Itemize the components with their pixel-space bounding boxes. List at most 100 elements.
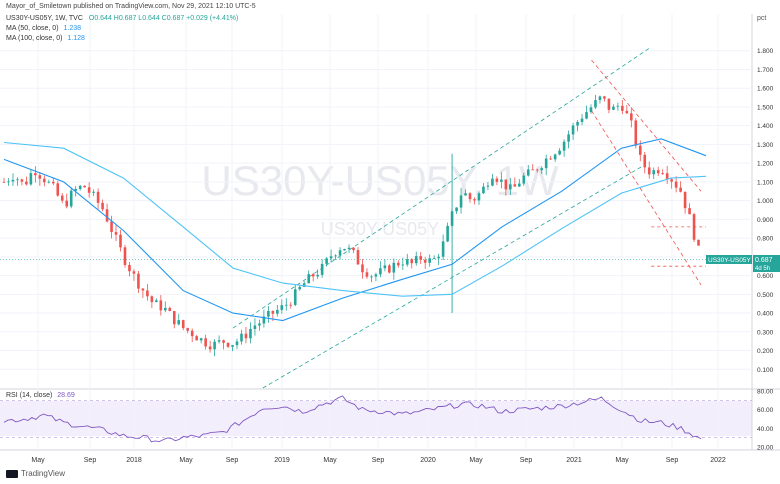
candle-body — [69, 190, 73, 207]
candle-body — [361, 264, 364, 273]
time-tick-label: 2018 — [126, 457, 142, 464]
candle-body — [289, 304, 293, 306]
candle-body — [374, 274, 378, 277]
candle-body — [432, 258, 436, 260]
candle-body — [204, 338, 207, 347]
candle-body — [177, 320, 181, 325]
time-tick-label: May — [615, 457, 629, 464]
candle-body — [280, 305, 284, 310]
rsi-band — [0, 401, 752, 436]
ma100-label: MA (100, close, 0) — [6, 35, 63, 42]
rsi-legend[interactable]: RSI (14, close) 28.69 — [6, 392, 75, 399]
ma50-value: 1.238 — [63, 25, 82, 32]
candle-body — [397, 262, 400, 266]
candle-body — [692, 214, 696, 240]
candle-body — [43, 178, 46, 183]
candle-body — [168, 307, 172, 312]
time-tick-label: May — [179, 457, 193, 464]
price-tick-label: 0.600 — [757, 273, 774, 280]
candle-body — [576, 121, 579, 126]
candle-body — [132, 271, 136, 274]
candle-body — [217, 340, 221, 342]
candle-body — [16, 179, 19, 181]
candle-body — [60, 195, 64, 201]
candle-body — [683, 191, 687, 209]
candle-body — [612, 106, 615, 110]
price-tick-label: 0.800 — [757, 236, 774, 243]
candle-body — [473, 199, 476, 201]
candle-body — [688, 208, 691, 215]
price-tick-label: 1.000 — [757, 198, 774, 205]
ma50-label: MA (50, close, 0) — [6, 25, 59, 32]
price-tick-label: 0.400 — [757, 311, 774, 318]
candle-body — [450, 211, 454, 226]
candle-body — [343, 249, 346, 251]
candle-body — [114, 232, 118, 235]
candle-body — [379, 268, 382, 275]
candle-body — [298, 286, 302, 290]
candle-body — [437, 256, 440, 259]
candle-body — [190, 330, 194, 337]
ma100-legend[interactable]: MA (100, close, 0) 1.128 — [6, 35, 85, 42]
footer[interactable]: TradingView — [6, 469, 65, 478]
candle-body — [553, 154, 557, 160]
candle-body — [674, 181, 678, 188]
time-tick-label: 2020 — [420, 457, 436, 464]
candle-body — [423, 259, 427, 263]
candle-body — [51, 181, 55, 184]
ma50-legend[interactable]: MA (50, close, 0) 1.238 — [6, 25, 81, 32]
candle-body — [240, 333, 243, 342]
candle-body — [11, 179, 15, 182]
candle-body — [284, 304, 288, 306]
footer-brand: TradingView — [21, 469, 66, 478]
candle-body — [652, 170, 656, 175]
candle-body — [562, 141, 566, 151]
candle-body — [607, 98, 611, 110]
candle-body — [213, 341, 216, 350]
time-tick-label: Sep — [372, 457, 385, 464]
candle-body — [535, 169, 539, 171]
ma100-value: 1.128 — [67, 35, 85, 42]
candle-body — [540, 168, 544, 171]
candle-body — [630, 113, 633, 121]
time-tick-label: Sep — [84, 457, 97, 464]
candle-body — [549, 158, 552, 160]
rsi-value: 28.69 — [57, 392, 75, 399]
time-tick-label: Sep — [226, 457, 239, 464]
candle-body — [509, 184, 512, 190]
candle-body — [356, 250, 360, 265]
candle-body — [495, 178, 499, 182]
candle-body — [208, 346, 212, 350]
price-axis[interactable]: 0.1000.2000.3000.4000.5000.6000.7000.800… — [757, 48, 774, 374]
candle-body — [486, 185, 490, 187]
candle-body — [352, 247, 355, 251]
candle-body — [405, 259, 409, 265]
rsi-tick-label: 60.00 — [757, 407, 774, 414]
price-tick-label: 1.400 — [757, 123, 774, 130]
candle-body — [679, 187, 682, 192]
candle-body — [96, 191, 100, 203]
main-pane[interactable] — [0, 14, 752, 389]
candle-body — [468, 193, 472, 200]
time-axis[interactable]: May Sep 2018 May Sep 2019 May Sep 2020 May Sep 2021… — [31, 457, 726, 464]
candle-body — [513, 184, 517, 187]
rsi-tick-label: 80.00 — [757, 389, 774, 396]
candle-body — [455, 207, 458, 212]
candle-body — [526, 169, 530, 176]
candle-body — [87, 187, 91, 193]
price-tick-label: 0.100 — [757, 367, 774, 374]
candle-body — [123, 247, 127, 266]
ohlc-values: O0.644 H0.687 L0.644 C0.687 +0.029 (+4.4… — [88, 15, 239, 22]
symbol-legend[interactable]: US30Y-US05Y, 1W, TVC O0.644 H0.687 L0.64… — [6, 15, 238, 22]
candle-body — [226, 342, 230, 347]
price-tick-label: 1.300 — [757, 142, 774, 149]
candle-body — [146, 290, 149, 297]
candle-body — [419, 256, 423, 260]
price-tag-symbol: US30Y-US05Y — [708, 257, 751, 264]
price-tick-label: 0.900 — [757, 217, 774, 224]
last-price-label: US30Y-US05Y 0.687 4d 5h — [706, 255, 780, 272]
candle-body — [199, 338, 203, 341]
candle-body — [271, 310, 275, 314]
candle-body — [594, 100, 597, 108]
candle-body — [181, 320, 185, 329]
